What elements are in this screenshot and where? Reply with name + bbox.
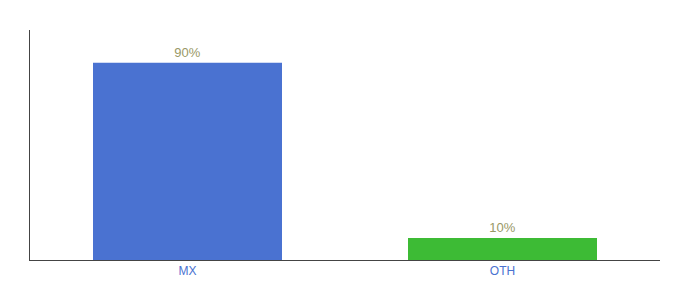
svg-text:MX: MX — [179, 264, 197, 278]
svg-text:10%: 10% — [489, 220, 515, 235]
svg-text:OTH: OTH — [490, 264, 515, 278]
svg-text:90%: 90% — [174, 45, 200, 60]
